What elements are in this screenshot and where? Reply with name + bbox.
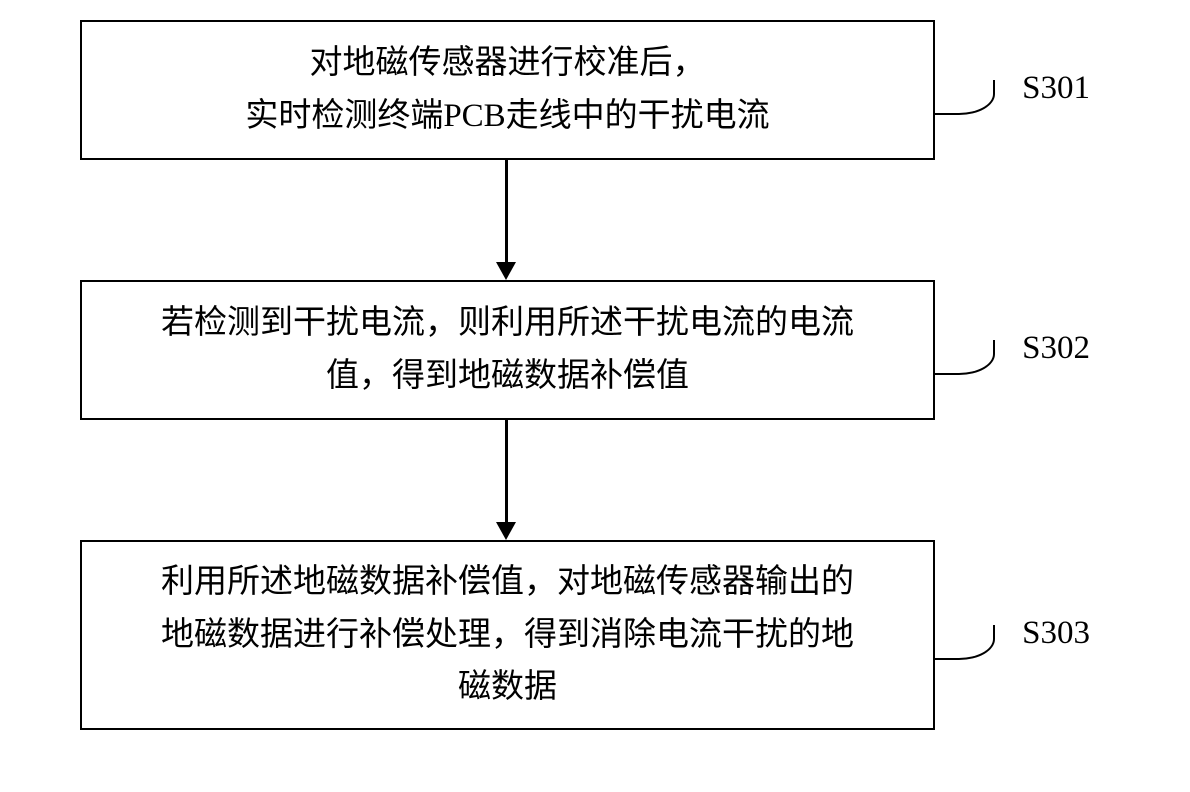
- flowchart-container: 对地磁传感器进行校准后， 实时检测终端PCB走线中的干扰电流 S301 若检测到…: [80, 20, 1090, 760]
- step-2-line-1: 若检测到干扰电流，则利用所述干扰电流的电流: [161, 305, 854, 341]
- step-1-line-1: 对地磁传感器进行校准后，: [310, 45, 706, 81]
- step-3-line-2: 地磁数据进行补偿处理，得到消除电流干扰的地: [161, 617, 854, 653]
- step-text-3: 利用所述地磁数据补偿值，对地磁传感器输出的 地磁数据进行补偿处理，得到消除电流干…: [161, 556, 854, 714]
- step-box-2: 若检测到干扰电流，则利用所述干扰电流的电流 值，得到地磁数据补偿值: [80, 280, 935, 420]
- arrow-head-1: [496, 262, 516, 280]
- step-box-3: 利用所述地磁数据补偿值，对地磁传感器输出的 地磁数据进行补偿处理，得到消除电流干…: [80, 540, 935, 730]
- step-1-line-2: 实时检测终端PCB走线中的干扰电流: [245, 98, 769, 134]
- label-curve-3: [935, 625, 995, 660]
- step-2-line-2: 值，得到地磁数据补偿值: [326, 358, 689, 394]
- step-text-2: 若检测到干扰电流，则利用所述干扰电流的电流 值，得到地磁数据补偿值: [161, 297, 854, 403]
- step-3-line-1: 利用所述地磁数据补偿值，对地磁传感器输出的: [161, 564, 854, 600]
- step-3-line-3: 磁数据: [458, 669, 557, 705]
- label-curve-2: [935, 340, 995, 375]
- step-label-3: S303: [1022, 615, 1090, 652]
- step-box-1: 对地磁传感器进行校准后， 实时检测终端PCB走线中的干扰电流: [80, 20, 935, 160]
- arrow-head-2: [496, 522, 516, 540]
- step-text-1: 对地磁传感器进行校准后， 实时检测终端PCB走线中的干扰电流: [245, 37, 769, 143]
- step-label-2: S302: [1022, 330, 1090, 367]
- step-label-1: S301: [1022, 70, 1090, 107]
- connector-1: [505, 160, 508, 262]
- label-curve-1: [935, 80, 995, 115]
- connector-2: [505, 420, 508, 522]
